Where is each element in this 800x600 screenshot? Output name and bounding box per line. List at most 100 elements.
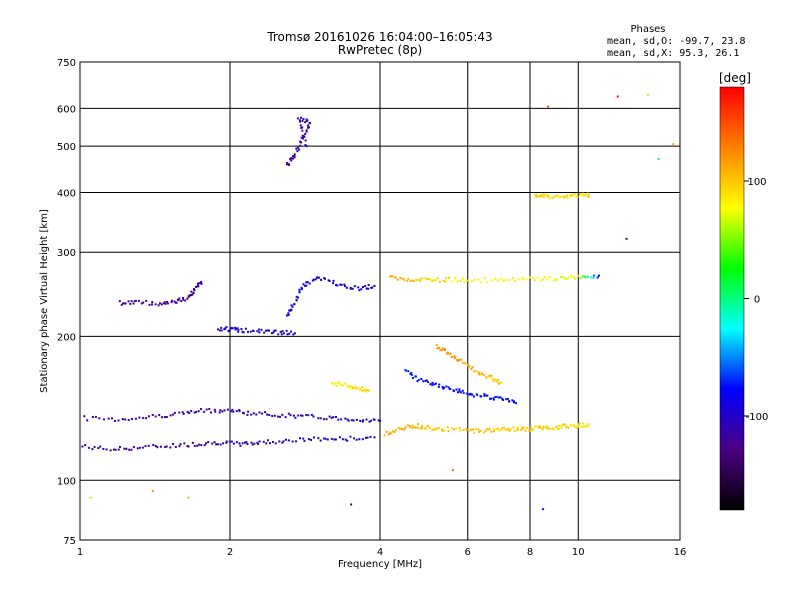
data-point <box>145 299 148 302</box>
data-point <box>419 279 422 282</box>
data-point <box>516 429 519 432</box>
data-point <box>293 153 296 156</box>
data-point <box>257 442 260 445</box>
data-point <box>562 423 565 426</box>
data-point <box>498 382 501 385</box>
data-point <box>516 426 519 429</box>
data-point <box>463 280 466 283</box>
data-point <box>512 426 515 429</box>
data-point <box>358 438 361 441</box>
data-point <box>500 427 503 430</box>
data-point <box>200 444 203 447</box>
data-point <box>267 439 270 442</box>
data-point <box>87 446 90 449</box>
data-point <box>503 426 506 429</box>
data-point <box>117 448 120 451</box>
data-point <box>237 328 240 331</box>
data-point <box>428 427 431 430</box>
data-point <box>307 438 310 441</box>
data-point <box>148 303 151 306</box>
stats-heading: Phases <box>630 24 665 35</box>
data-point <box>338 436 341 439</box>
data-point <box>405 369 408 372</box>
data-point <box>412 279 415 282</box>
data-point <box>288 332 291 335</box>
data-point <box>293 155 296 158</box>
data-point <box>292 414 295 417</box>
data-point <box>147 444 150 447</box>
data-point <box>459 279 462 282</box>
data-point <box>361 285 364 288</box>
data-point <box>289 308 292 311</box>
data-point <box>435 427 438 430</box>
data-point <box>336 284 339 287</box>
data-point <box>312 436 315 439</box>
data-point <box>522 426 525 429</box>
data-point <box>258 331 261 334</box>
data-point <box>490 397 493 400</box>
data-point <box>192 291 195 294</box>
data-point <box>129 302 132 305</box>
x-tick-label: 16 <box>674 547 687 558</box>
data-point <box>86 419 89 422</box>
data-point <box>396 278 399 281</box>
data-point <box>393 276 396 279</box>
data-point <box>144 445 147 448</box>
data-point <box>521 427 524 430</box>
data-point <box>482 373 485 376</box>
data-point <box>480 372 483 375</box>
data-point <box>479 429 482 432</box>
data-point <box>435 344 438 347</box>
data-point <box>294 416 297 419</box>
data-point <box>241 330 244 333</box>
data-point <box>501 397 504 400</box>
data-point <box>296 150 299 153</box>
data-point <box>332 279 335 282</box>
data-point <box>361 389 364 392</box>
data-point <box>542 193 545 196</box>
data-point <box>299 414 302 417</box>
data-point <box>299 124 302 127</box>
data-point <box>195 286 198 289</box>
data-point <box>123 447 126 450</box>
data-point <box>355 438 358 441</box>
data-point <box>581 192 584 195</box>
data-point <box>349 435 352 438</box>
data-point <box>302 137 305 140</box>
data-point <box>434 278 437 281</box>
data-point <box>459 391 462 394</box>
data-point <box>447 386 450 389</box>
data-point <box>592 276 595 279</box>
data-point <box>121 418 124 421</box>
data-point <box>258 411 261 414</box>
data-point <box>293 332 296 335</box>
data-point <box>286 333 289 336</box>
data-point <box>586 192 589 195</box>
data-point <box>513 430 516 433</box>
data-point <box>582 425 585 428</box>
data-point <box>368 420 371 423</box>
data-point <box>343 283 346 286</box>
data-point <box>400 427 403 430</box>
data-point <box>222 442 225 445</box>
data-point <box>484 430 487 433</box>
y-tick-label: 400 <box>57 188 76 199</box>
data-point <box>300 288 303 291</box>
data-point <box>190 409 193 412</box>
data-point <box>232 410 235 413</box>
data-point <box>355 418 358 421</box>
data-point <box>163 301 166 304</box>
data-point <box>196 444 199 447</box>
data-point <box>533 425 536 428</box>
data-point <box>346 418 349 421</box>
data-point <box>350 419 353 422</box>
plot-frame <box>79 61 681 541</box>
data-point <box>186 411 189 414</box>
data-point <box>246 443 249 446</box>
data-point <box>330 416 333 419</box>
data-point <box>361 420 364 423</box>
colorbar-label: [deg] <box>719 71 751 85</box>
data-point <box>180 300 183 303</box>
data-point <box>577 425 580 428</box>
data-point <box>566 425 569 428</box>
